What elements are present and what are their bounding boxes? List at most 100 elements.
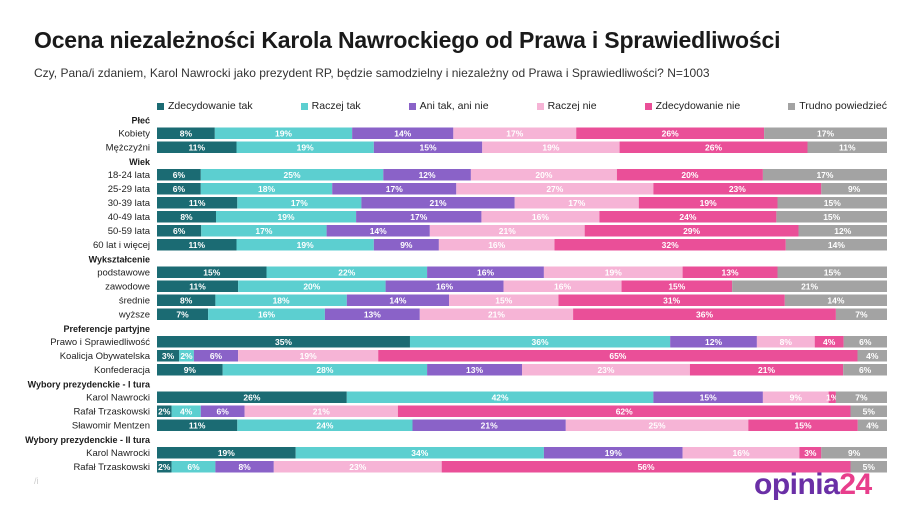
- bar-segment: [326, 225, 430, 237]
- row-label: wyższe: [118, 310, 150, 321]
- data-label: 8%: [180, 129, 193, 139]
- data-label: 11%: [839, 143, 856, 153]
- data-label: 11%: [188, 143, 205, 153]
- bar-segment: [373, 239, 439, 251]
- bar-segment: [383, 169, 471, 181]
- bar-segment: [361, 197, 515, 209]
- legend-label: Ani tak, ani nie: [419, 100, 489, 112]
- bar-segment: [244, 405, 398, 417]
- bar-segment: [397, 405, 851, 417]
- data-label: 20%: [303, 282, 320, 292]
- bar-segment: [807, 141, 887, 153]
- opinia24-logo: opinia24: [754, 468, 872, 501]
- data-label: 4%: [180, 407, 193, 417]
- data-label: 21%: [313, 407, 330, 417]
- row-label: Mężczyźni: [106, 143, 150, 154]
- bar-segment: [828, 391, 836, 403]
- data-label: 13%: [466, 365, 483, 375]
- data-label: 36%: [696, 310, 713, 320]
- bar-segment: [193, 350, 239, 362]
- data-label: 23%: [729, 184, 746, 194]
- bar-segment: [157, 364, 223, 376]
- data-label: 16%: [554, 282, 571, 292]
- bar-segment: [543, 266, 683, 278]
- row-label: Sławomir Mentzen: [72, 421, 150, 432]
- row-label: 60 lat i więcej: [93, 240, 150, 251]
- data-label: 8%: [180, 296, 193, 306]
- bar-segment: [584, 225, 799, 237]
- data-label: 9%: [848, 448, 861, 458]
- bar-segment: [273, 461, 442, 473]
- data-label: 15%: [795, 421, 812, 431]
- bar-segment: [157, 266, 267, 278]
- bar-segment: [373, 141, 483, 153]
- data-label: 5%: [863, 462, 876, 472]
- data-label: 9%: [400, 240, 413, 250]
- bar-segment: [835, 391, 887, 403]
- bar-segment: [409, 336, 671, 348]
- data-label: 16%: [488, 240, 505, 250]
- bar-segment: [332, 183, 457, 195]
- bar-segment: [352, 127, 454, 139]
- data-label: 2%: [180, 351, 193, 361]
- data-label: 19%: [605, 448, 622, 458]
- legend-item: Trudno powiedzieć: [788, 100, 887, 112]
- data-label: 18%: [273, 296, 290, 306]
- data-label: 56%: [638, 462, 655, 472]
- bar-segment: [171, 405, 201, 417]
- row-label: 30-39 lata: [108, 198, 151, 209]
- bar-segment: [157, 405, 172, 417]
- data-label: 4%: [823, 337, 836, 347]
- bar-segment: [201, 225, 327, 237]
- data-label: 19%: [542, 143, 559, 153]
- bar-segment: [638, 197, 778, 209]
- group-heading: Płeć: [131, 116, 150, 126]
- data-label: 23%: [597, 365, 614, 375]
- row-label: Karol Nawrocki: [86, 393, 150, 404]
- data-label: 2%: [158, 407, 171, 417]
- data-label: 3%: [804, 448, 817, 458]
- bar-segment: [503, 280, 622, 292]
- data-label: 7%: [176, 310, 189, 320]
- data-label: 19%: [605, 268, 622, 278]
- data-label: 34%: [411, 448, 428, 458]
- bar-segment: [419, 308, 574, 320]
- bar-segment: [843, 336, 887, 348]
- data-label: 32%: [662, 240, 679, 250]
- legend-item: Raczej nie: [536, 100, 597, 112]
- data-label: 26%: [662, 129, 679, 139]
- data-label: 4%: [866, 351, 879, 361]
- bar-segment: [438, 239, 555, 251]
- bar-segment: [599, 211, 777, 223]
- bar-segment: [776, 211, 887, 223]
- group-heading: Wiek: [129, 157, 151, 167]
- row-label: 40-49 lata: [108, 212, 151, 223]
- bar-segment: [785, 239, 887, 251]
- data-label: 15%: [824, 198, 841, 208]
- bar-segment: [208, 308, 325, 320]
- data-label: 6%: [217, 407, 230, 417]
- legend-item: Zdecydowanie tak: [157, 100, 253, 112]
- bar-segment: [777, 197, 887, 209]
- bar-segment: [157, 350, 180, 362]
- bar-segment: [748, 419, 858, 431]
- data-label: 2%: [158, 462, 171, 472]
- bar-segment: [682, 447, 800, 459]
- data-label: 14%: [394, 129, 411, 139]
- bar-segment: [157, 239, 237, 251]
- bar-segment: [857, 350, 887, 362]
- data-label: 25%: [284, 170, 301, 180]
- data-label: 14%: [827, 296, 844, 306]
- data-label: 14%: [389, 296, 406, 306]
- row-label: Karol Nawrocki: [86, 448, 150, 459]
- bar-segment: [157, 211, 216, 223]
- bar-segment: [215, 294, 347, 306]
- data-label: 22%: [338, 268, 355, 278]
- data-label: 16%: [477, 268, 494, 278]
- bar-segment: [798, 225, 887, 237]
- row-label: 18-24 lata: [108, 170, 151, 181]
- bar-segment: [237, 419, 413, 431]
- bar-segment: [157, 391, 347, 403]
- data-label: 16%: [532, 212, 549, 222]
- data-label: 12%: [834, 226, 851, 236]
